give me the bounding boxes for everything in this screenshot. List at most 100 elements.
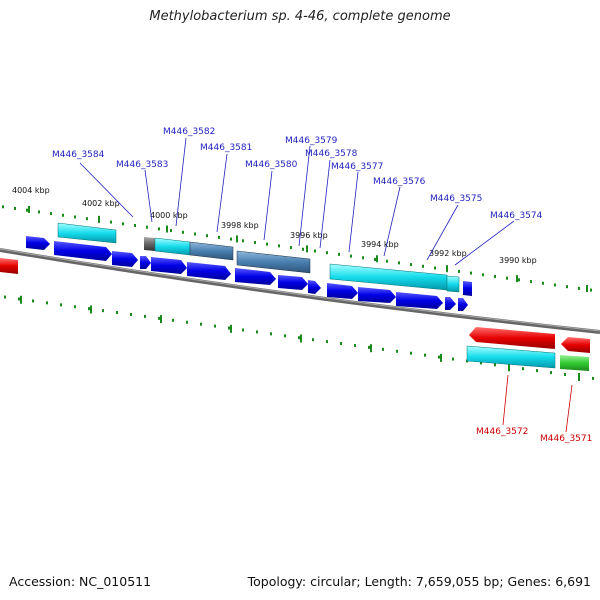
ruler-dot bbox=[278, 244, 280, 248]
ruler-dots-lower bbox=[4, 295, 594, 380]
ruler-dot bbox=[458, 269, 460, 273]
ruler-dot bbox=[326, 251, 328, 255]
genome-backbone bbox=[0, 248, 600, 334]
ruler-dot bbox=[362, 256, 364, 260]
feature-cds-red-arrow[interactable] bbox=[469, 327, 555, 349]
feature-cds-blue-arrow[interactable] bbox=[235, 268, 276, 285]
gene-label-M446_3576[interactable]: M446_3576 bbox=[373, 177, 426, 187]
ruler-major-tick bbox=[508, 363, 510, 372]
ruler-dot bbox=[518, 278, 520, 282]
feature-cds-blue-arrow[interactable] bbox=[396, 292, 443, 309]
ruler-dot bbox=[2, 205, 4, 209]
feature-grey[interactable] bbox=[144, 237, 155, 251]
genome-backbone-highlight bbox=[0, 248, 600, 332]
gene-label-M446_3575[interactable]: M446_3575 bbox=[430, 194, 482, 204]
ruler-dot bbox=[542, 281, 544, 285]
ruler-dots-upper bbox=[2, 205, 592, 292]
ruler-major-tick bbox=[230, 324, 232, 333]
ruler-dot bbox=[396, 349, 398, 353]
ruler-dot bbox=[290, 246, 292, 250]
ruler-dot bbox=[410, 351, 412, 355]
genome-stats-label: Topology: circular; Length: 7,659,055 bp… bbox=[247, 574, 591, 589]
ruler-dot bbox=[326, 340, 328, 344]
ruler-dot bbox=[26, 208, 28, 212]
ruler-dot bbox=[254, 240, 256, 244]
feature-cds-blue-arrow[interactable] bbox=[187, 262, 231, 280]
gene-label-M446_3579[interactable]: M446_3579 bbox=[285, 136, 338, 146]
feature-cds-blue-arrow[interactable] bbox=[445, 297, 456, 310]
forward-leader-lines bbox=[79, 137, 515, 266]
gene-label-M446_3583[interactable]: M446_3583 bbox=[116, 160, 168, 170]
ruler-dot bbox=[200, 322, 202, 326]
ruler-dot bbox=[218, 235, 220, 239]
ruler-major-tick bbox=[90, 305, 92, 314]
feature-cds-cyan[interactable] bbox=[57, 222, 117, 244]
feature-cds-blue-arrow[interactable] bbox=[358, 287, 396, 303]
feature-cds-blue-arrow[interactable] bbox=[54, 241, 112, 261]
gene-label-M446_3580[interactable]: M446_3580 bbox=[245, 160, 298, 170]
ruler-dot bbox=[110, 220, 112, 224]
feature-cds-blue-arrow[interactable] bbox=[327, 283, 358, 299]
ruler-dot bbox=[230, 237, 232, 241]
gene-label-M446_3582[interactable]: M446_3582 bbox=[163, 127, 215, 137]
ruler-dot bbox=[50, 212, 52, 216]
feature-cds-blue-arrow[interactable] bbox=[308, 280, 321, 294]
feature-cds-red-arrow[interactable] bbox=[561, 337, 590, 353]
ruler-label-4000: 4000 kbp bbox=[150, 211, 188, 220]
gene-label-M446_3581[interactable]: M446_3581 bbox=[200, 143, 252, 153]
ruler-dot bbox=[590, 288, 592, 292]
ruler-dot bbox=[410, 263, 412, 267]
gene-label-M446_3577[interactable]: M446_3577 bbox=[331, 162, 383, 172]
ruler-major-tick bbox=[440, 353, 442, 362]
feature-cds-cyan[interactable] bbox=[446, 275, 460, 293]
feature-cds-blue-arrow[interactable] bbox=[26, 236, 50, 250]
ruler-dot bbox=[14, 206, 16, 210]
ruler-dot bbox=[434, 266, 436, 270]
feature-cds-steel[interactable] bbox=[236, 250, 311, 274]
ruler-dot bbox=[302, 247, 304, 251]
ruler-dot bbox=[74, 305, 76, 309]
feature-cds-blue[interactable] bbox=[463, 281, 472, 296]
ruler-dot bbox=[284, 334, 286, 338]
ruler-ticks bbox=[20, 205, 588, 381]
ruler-major-tick bbox=[446, 265, 448, 273]
feature-cds-blue-arrow[interactable] bbox=[112, 251, 138, 267]
feature-cds-blue-arrow[interactable] bbox=[278, 275, 308, 290]
feature-cds-green[interactable] bbox=[560, 355, 589, 371]
ruler-dot bbox=[566, 285, 568, 289]
ruler-dot bbox=[102, 309, 104, 313]
ruler-dot bbox=[386, 259, 388, 263]
feature-cds-blue-arrow[interactable] bbox=[140, 256, 151, 269]
feature-cds-blue-arrow[interactable] bbox=[458, 298, 468, 311]
gene-label-M446_3571[interactable]: M446_3571 bbox=[540, 434, 592, 444]
ruler-dot bbox=[494, 363, 496, 367]
reverse-gene-labels: M446_3572 M446_3571 bbox=[476, 427, 592, 444]
ruler-dot bbox=[350, 254, 352, 258]
gene-label-M446_3584[interactable]: M446_3584 bbox=[52, 150, 105, 160]
ruler-dot bbox=[88, 307, 90, 311]
ruler-dot bbox=[170, 229, 172, 233]
gene-label-M446_3572[interactable]: M446_3572 bbox=[476, 427, 528, 437]
ruler-dot bbox=[312, 338, 314, 342]
ruler-dot bbox=[146, 225, 148, 229]
ruler-label-3990: 3990 kbp bbox=[499, 256, 537, 265]
ruler-major-tick bbox=[300, 334, 302, 343]
ruler-label-3994: 3994 kbp bbox=[361, 240, 399, 249]
feature-cds-steel[interactable] bbox=[189, 241, 234, 261]
feature-cds-red-arrow[interactable] bbox=[0, 258, 18, 274]
ruler-dot bbox=[422, 264, 424, 268]
gene-label-M446_3574[interactable]: M446_3574 bbox=[490, 211, 543, 221]
forward-track-outer bbox=[57, 222, 472, 296]
ruler-label-4004: 4004 kbp bbox=[12, 186, 50, 195]
ruler-dot bbox=[228, 326, 230, 330]
gene-label-M446_3578[interactable]: M446_3578 bbox=[305, 149, 358, 159]
ruler-dot bbox=[256, 330, 258, 334]
ruler-dot bbox=[340, 342, 342, 346]
ruler-dot bbox=[554, 283, 556, 287]
feature-cds-cyan[interactable] bbox=[154, 237, 191, 256]
ruler-dot bbox=[266, 242, 268, 246]
ruler-dot bbox=[214, 324, 216, 328]
feature-cds-cyan[interactable] bbox=[466, 345, 556, 369]
ruler-major-tick bbox=[160, 315, 162, 324]
feature-cds-blue-arrow[interactable] bbox=[151, 257, 187, 274]
